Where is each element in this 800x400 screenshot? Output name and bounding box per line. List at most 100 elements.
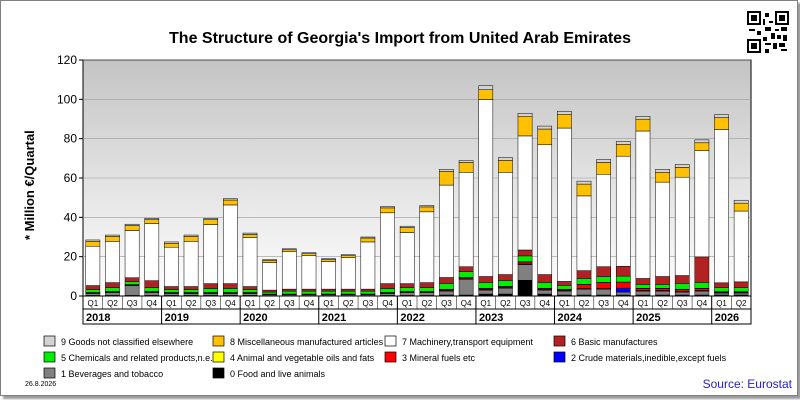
bar-segment [85, 245, 101, 286]
bar-segment [105, 287, 120, 292]
x-tick-label: Q4 [461, 299, 472, 308]
bar-segment [458, 271, 474, 278]
x-tick-label: Q1 [166, 299, 177, 308]
x-tick-label: Q1 [402, 299, 413, 308]
y-tick-label: 100 [57, 92, 77, 106]
year-label: 2025 [636, 312, 660, 324]
bar-segment [105, 292, 120, 296]
x-tick-label: Q1 [87, 299, 98, 308]
bar-segment [360, 288, 376, 292]
x-tick-label: Q1 [559, 299, 570, 308]
bar-segment [301, 288, 317, 292]
bar-segment [223, 204, 238, 284]
bar-segment [478, 289, 494, 295]
bar-segment [517, 280, 533, 297]
bar-segment [517, 113, 533, 117]
bar-segment [321, 261, 336, 290]
bar-segment [596, 159, 611, 163]
year-label: 2024 [558, 312, 583, 324]
bar-segment [203, 288, 219, 293]
bar-segment [498, 172, 513, 275]
y-tick-label: 60 [64, 171, 78, 185]
bar-segment [360, 290, 376, 295]
bar-segment [340, 257, 356, 290]
legend-swatch [43, 335, 56, 347]
chart-date: 26.8.2026 [25, 381, 57, 388]
bar-segment [615, 155, 631, 267]
legend-label: 0 Food and live animals [230, 369, 326, 379]
bar-segment [478, 276, 494, 283]
bar-segment [557, 281, 572, 286]
bar-segment [635, 288, 651, 291]
bar-segment [321, 258, 336, 260]
bar-segment [262, 289, 277, 293]
bar-segment [733, 199, 749, 204]
bar-segment [242, 293, 258, 296]
bar-segment [144, 280, 160, 288]
bar-segment [655, 181, 670, 277]
bar-segment [223, 199, 238, 206]
bar-segment [203, 218, 219, 220]
bar-segment [478, 282, 494, 289]
bar-segment [340, 288, 356, 292]
bar-segment [458, 162, 474, 173]
bar-segment [360, 236, 376, 239]
x-tick-label: Q4 [304, 299, 315, 308]
year-label: 2019 [165, 312, 189, 324]
bar-segment [262, 291, 277, 295]
bar-segment [733, 287, 749, 292]
legend-label: 2 Crude materials,inedible,except fuels [571, 353, 727, 363]
bar-segment [85, 241, 101, 247]
bar-segment [399, 225, 415, 228]
bar-segment [458, 172, 474, 267]
bar-segment [144, 287, 160, 292]
bar-segment [105, 241, 120, 283]
bar-segment [733, 202, 749, 212]
chart-title: The Structure of Georgia's Import from U… [169, 30, 631, 47]
bar-segment [281, 248, 297, 251]
x-tick-label: Q4 [146, 299, 157, 308]
bar-segment [399, 232, 415, 284]
bar-segment [694, 256, 710, 283]
bar-segment [85, 285, 101, 290]
bar-segment [419, 287, 435, 292]
x-tick-label: Q2 [579, 299, 590, 308]
bar-segment [615, 281, 631, 289]
x-tick-label: Q4 [618, 299, 629, 308]
bar-segment [537, 125, 553, 130]
bar-segment [399, 227, 415, 233]
x-tick-label: Q1 [716, 299, 727, 308]
x-tick-label: Q2 [186, 299, 197, 308]
bar-segment [380, 212, 395, 284]
bar-segment [517, 249, 533, 257]
bar-segment [242, 232, 258, 235]
bar-segment [164, 289, 179, 293]
legend-label: 7 Machinery,transport equipment [402, 337, 533, 347]
bar-segment [655, 288, 670, 291]
bar-segment [694, 139, 710, 144]
bar-segment [399, 287, 415, 292]
bar-segment [615, 275, 631, 283]
bar-segment [733, 292, 749, 296]
bar-segment [164, 286, 179, 290]
bar-segment [439, 171, 454, 186]
bar-segment [694, 282, 710, 289]
source-note: Source: Eurostat [702, 377, 792, 391]
legend-label: 9 Goods not classified elsewhere [61, 337, 193, 347]
bar-segment [144, 223, 160, 281]
legend-swatch [553, 351, 566, 363]
bar-segment [183, 241, 199, 287]
bar-segment [635, 278, 651, 285]
bar-segment [537, 274, 553, 283]
bar-segment [478, 85, 494, 90]
bar-segment [537, 128, 553, 146]
x-tick-label: Q2 [264, 299, 275, 308]
bar-segment [498, 287, 513, 295]
bar-segment [105, 236, 120, 242]
bar-segment [596, 288, 611, 296]
bar-segment [557, 290, 572, 296]
legend-swatch [212, 335, 225, 347]
x-tick-label: Q1 [245, 299, 256, 308]
bar-segment [576, 288, 592, 296]
legend-label: 1 Beverages and tobacco [61, 369, 163, 379]
